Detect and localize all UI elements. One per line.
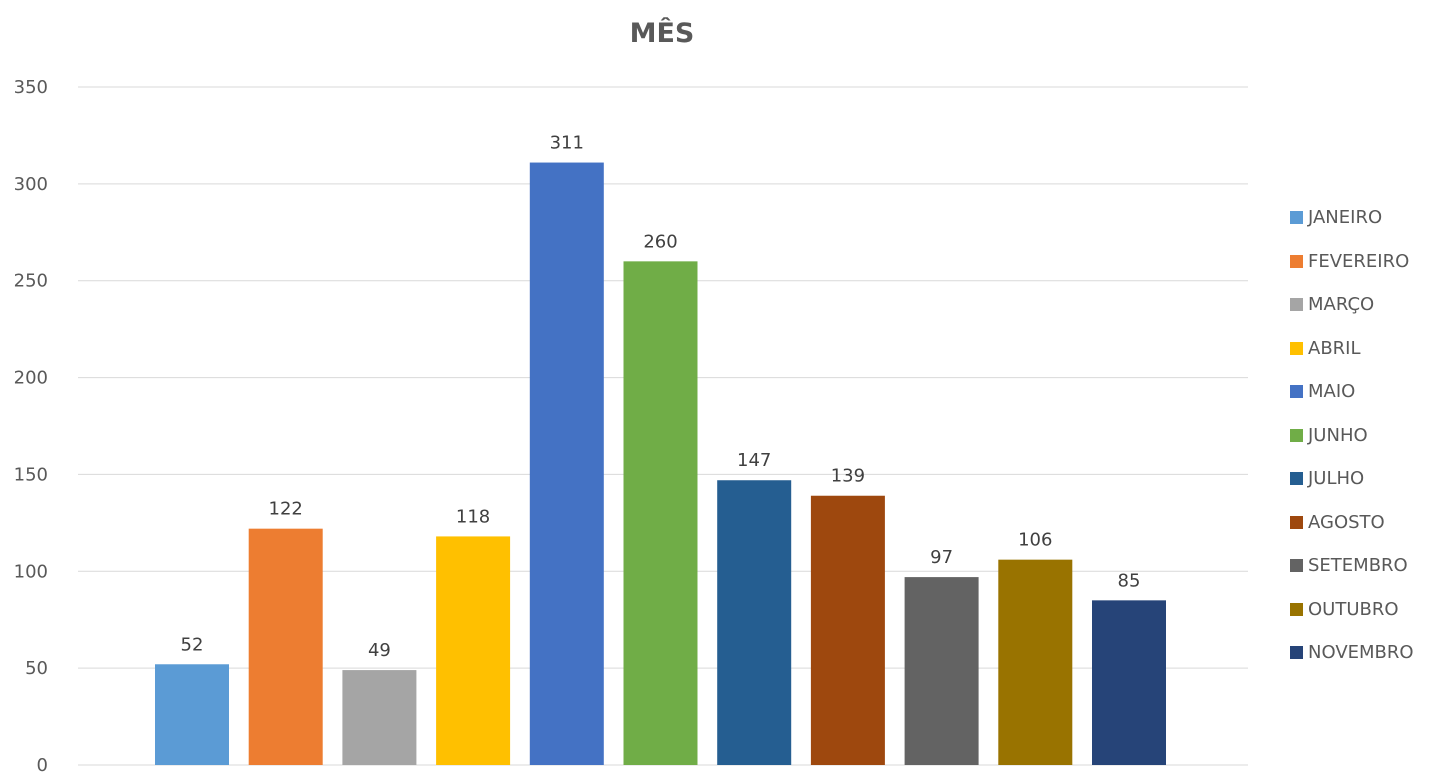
legend-swatch <box>1290 254 1303 268</box>
data-label: 52 <box>181 634 204 655</box>
data-label: 118 <box>456 506 490 527</box>
bar-outubro <box>998 559 1073 765</box>
chart-legend: JANEIRO FEVEREIRO MARÇO ABRIL MAIO JUNHO JULHO… <box>1290 196 1430 675</box>
legend-swatch <box>1290 298 1303 312</box>
legend-item: SETEMBRO <box>1290 544 1430 588</box>
data-label: 147 <box>737 450 771 471</box>
legend-item: FEVEREIRO <box>1290 240 1430 284</box>
legend-item: JULHO <box>1290 457 1430 501</box>
data-label: 49 <box>368 640 391 661</box>
chart-title: MÊS <box>629 18 695 49</box>
legend-label: NOVEMBRO <box>1308 642 1414 664</box>
legend-label: FEVEREIRO <box>1308 250 1410 272</box>
data-label: 85 <box>1118 570 1141 591</box>
bar-abril <box>436 536 511 765</box>
y-tick-label: 300 <box>14 174 48 195</box>
data-label: 139 <box>831 466 865 487</box>
legend-swatch <box>1290 341 1303 355</box>
y-tick-label: 150 <box>14 464 48 485</box>
legend-item: MARÇO <box>1290 283 1430 327</box>
bar-julho <box>717 480 792 765</box>
legend-swatch <box>1290 646 1303 660</box>
y-tick-label: 200 <box>14 368 48 389</box>
data-label: 122 <box>269 499 303 520</box>
legend-item: JANEIRO <box>1290 196 1430 240</box>
legend-label: AGOSTO <box>1308 511 1385 533</box>
bar-junho <box>623 261 698 765</box>
bar-agosto <box>810 495 885 765</box>
legend-item: ABRIL <box>1290 327 1430 371</box>
legend-swatch <box>1290 428 1303 442</box>
legend-swatch <box>1290 602 1303 616</box>
legend-label: JUNHO <box>1308 424 1368 446</box>
legend-item: JUNHO <box>1290 414 1430 458</box>
data-label: 97 <box>930 547 953 568</box>
bar-novembro <box>1092 600 1166 765</box>
data-label: 311 <box>550 133 584 154</box>
data-label: 260 <box>643 231 677 252</box>
legend-swatch <box>1290 515 1303 529</box>
bar-janeiro <box>155 664 229 765</box>
y-tick-label: 50 <box>25 658 48 679</box>
y-tick-label: 0 <box>37 755 48 772</box>
y-tick-label: 250 <box>14 271 48 292</box>
bar-maio <box>529 162 604 765</box>
legend-label: JANEIRO <box>1308 207 1383 229</box>
legend-label: JULHO <box>1308 468 1365 490</box>
legend-label: OUTUBRO <box>1308 598 1399 620</box>
bar-setembro <box>904 577 979 765</box>
legend-item: AGOSTO <box>1290 501 1430 545</box>
legend-label: MARÇO <box>1308 294 1375 316</box>
bar-março <box>342 670 417 765</box>
data-label: 106 <box>1018 530 1052 551</box>
legend-label: MAIO <box>1308 381 1356 403</box>
bar-fevereiro <box>248 528 323 765</box>
y-tick-label: 100 <box>14 561 48 582</box>
legend-swatch <box>1290 472 1303 486</box>
legend-label: SETEMBRO <box>1308 555 1408 577</box>
y-tick-label: 350 <box>14 77 48 98</box>
legend-swatch <box>1290 211 1303 225</box>
legend-item: NOVEMBRO <box>1290 631 1430 675</box>
legend-item: OUTUBRO <box>1290 588 1430 632</box>
legend-label: ABRIL <box>1308 337 1361 359</box>
legend-swatch <box>1290 559 1303 573</box>
legend-swatch <box>1290 385 1303 399</box>
legend-item: MAIO <box>1290 370 1430 414</box>
